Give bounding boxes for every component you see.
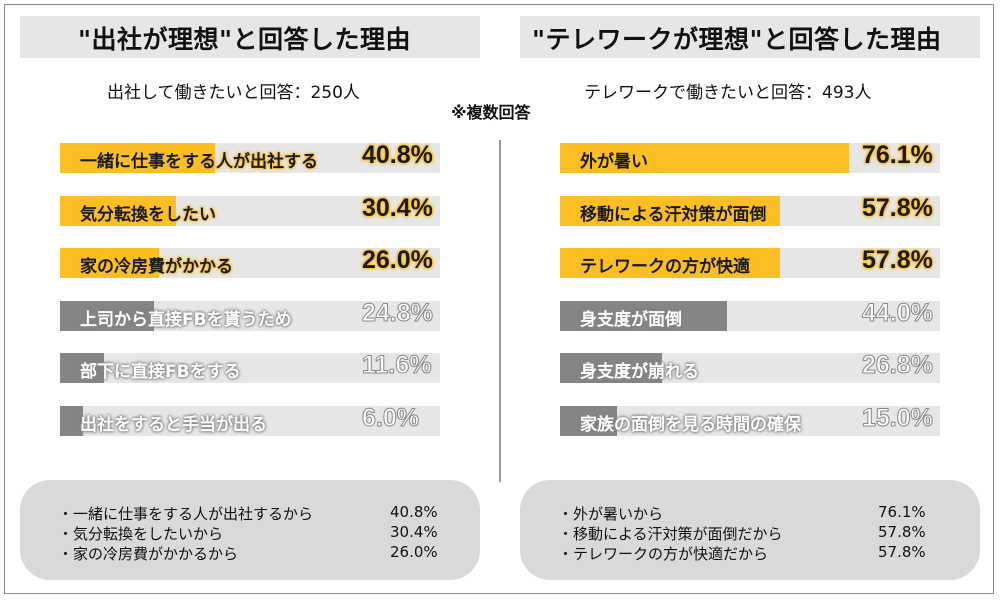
right-bar-row-1: 外が暑い 76.1%: [560, 141, 940, 173]
left-bar-label-2: 気分転換をしたい: [80, 205, 216, 225]
right-subtitle: テレワークで働きたいと回答：493人: [584, 83, 872, 103]
left-bar-track-5: [60, 353, 440, 383]
right-summary-value-3: 57.8%: [878, 543, 926, 561]
right-bar-label-3: テレワークの方が快適: [580, 257, 750, 277]
right-bar-label-5: 身支度が崩れる: [580, 362, 699, 382]
right-summary-item-1: ・外が暑いから: [558, 505, 664, 523]
left-title: "出社が理想"と回答した理由: [78, 25, 412, 54]
left-bar-row-2: 気分転換をしたい 30.4%: [60, 194, 440, 226]
left-bar-4: [60, 301, 154, 331]
left-summary-value-2: 30.4%: [390, 523, 438, 541]
right-summary-value-1: 76.1%: [878, 503, 926, 521]
left-subtitle: 出社して働きたいと回答：250人: [107, 83, 360, 103]
left-bar-value-3: 26.0%: [362, 246, 433, 274]
right-bar-value-3: 57.8%: [862, 246, 933, 274]
left-bar-1: [60, 143, 215, 173]
left-bar-value-6: 6.0%: [362, 404, 420, 433]
right-bar-label-4: 身支度が面倒: [580, 310, 682, 330]
right-summary-box: ・外が暑いから 76.1% ・移動による汗対策が面倒だから 57.8% ・テレワ…: [520, 480, 980, 580]
right-title: "テレワークが理想"と回答した理由: [532, 25, 942, 54]
left-summary-item-2: ・気分転換をしたいから: [58, 525, 224, 543]
left-summary-item-1: ・一緒に仕事をする人が出社するから: [58, 505, 314, 523]
left-summary-item-3: ・家の冷房費がかかるから: [58, 545, 239, 563]
right-bar-row-6: 家族の面倒を見る時間の確保 15.0%: [560, 404, 940, 436]
right-bar-4: [560, 301, 727, 331]
right-bar-label-2: 移動による汗対策が面倒: [580, 205, 767, 225]
left-bar-row-1: 一緒に仕事をする人が出社する 40.8%: [60, 141, 440, 173]
panel-divider: [499, 140, 501, 482]
right-bar-3: [560, 248, 780, 278]
left-title-band: [20, 16, 480, 58]
left-bar-label-3: 家の冷房費がかかる: [80, 257, 233, 277]
right-bar-value-2: 57.8%: [862, 194, 933, 222]
right-bar-label-1: 外が暑い: [580, 152, 648, 172]
right-summary-value-2: 57.8%: [878, 523, 926, 541]
right-bar-value-4: 44.0%: [862, 299, 934, 328]
left-bar-value-5: 11.6%: [362, 351, 433, 380]
right-bar-row-3: テレワークの方が快適 57.8%: [560, 246, 940, 278]
right-bar-value-6: 15.0%: [862, 404, 934, 433]
right-bar-track-6: [560, 406, 940, 436]
right-summary-item-2: ・移動による汗対策が面倒だから: [558, 525, 783, 543]
left-summary-box: ・一緒に仕事をする人が出社するから 40.8% ・気分転換をしたいから 30.4…: [20, 480, 480, 580]
left-bar-2: [60, 196, 176, 226]
right-bar-6: [560, 406, 617, 436]
left-bar-label-5: 部下に直接FBをする: [80, 362, 241, 382]
left-bar-value-2: 30.4%: [362, 194, 433, 222]
right-bar-1: [560, 143, 849, 173]
left-bar-row-5: 部下に直接FBをする 11.6%: [60, 351, 440, 383]
right-bar-value-1: 76.1%: [862, 141, 933, 169]
right-bar-row-2: 移動による汗対策が面倒 57.8%: [560, 194, 940, 226]
left-summary-value-1: 40.8%: [390, 503, 438, 521]
left-bar-value-4: 24.8%: [362, 299, 434, 328]
infographic-frame: [4, 4, 994, 594]
left-bar-track-6: [60, 406, 440, 436]
right-bar-row-5: 身支度が崩れる 26.8%: [560, 351, 940, 383]
left-summary-value-3: 26.0%: [390, 543, 438, 561]
multiple-answer-note: ※複数回答: [451, 103, 531, 122]
right-bar-5: [560, 353, 662, 383]
left-bar-3: [60, 248, 159, 278]
left-bar-label-1: 一緒に仕事をする人が出社する: [80, 152, 318, 172]
left-bar-row-3: 家の冷房費がかかる 26.0%: [60, 246, 440, 278]
right-bar-label-6: 家族の面倒を見る時間の確保: [580, 415, 801, 435]
left-bar-label-4: 上司から直接FBを貰うため: [80, 310, 292, 330]
left-bar-5: [60, 353, 104, 383]
left-bar-row-4: 上司から直接FBを貰うため 24.8%: [60, 299, 440, 331]
right-bar-value-5: 26.8%: [862, 351, 934, 380]
left-bar-value-1: 40.8%: [362, 141, 433, 169]
right-summary-item-3: ・テレワークの方が快適だから: [558, 545, 769, 563]
left-bar-6: [60, 406, 83, 436]
left-bar-label-6: 出社をすると手当が出る: [80, 415, 267, 435]
right-title-band: [520, 16, 980, 58]
right-bar-row-4: 身支度が面倒 44.0%: [560, 299, 940, 331]
right-bar-2: [560, 196, 780, 226]
left-bar-row-6: 出社をすると手当が出る 6.0%: [60, 404, 440, 436]
